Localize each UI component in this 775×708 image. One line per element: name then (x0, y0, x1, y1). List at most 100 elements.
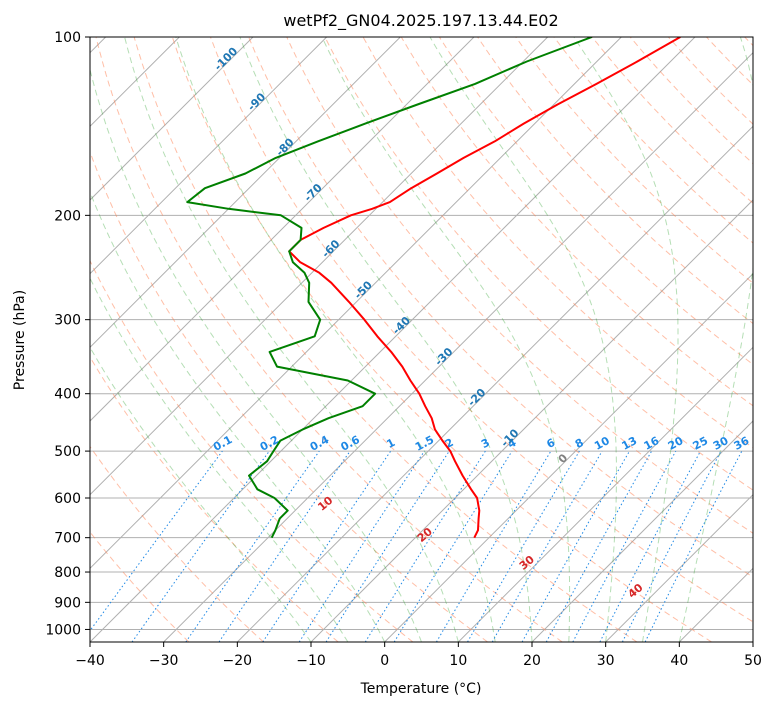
profile-series (186, 37, 681, 539)
dry-adiabat-line (553, 37, 753, 244)
mixing-ratio-label: 20 (666, 434, 686, 453)
chart-title: wetPf2_GN04.2025.197.13.44.E02 (283, 11, 558, 31)
mixing-ratio-line (572, 450, 677, 642)
moist-adiabat-line (321, 37, 571, 642)
mixing-ratio-label: 25 (691, 434, 711, 453)
isotherm-label: -50 (352, 278, 375, 301)
x-tick-label: 40 (670, 653, 688, 669)
moist-adiabat-line (429, 37, 617, 642)
dry-adiabat-line (95, 37, 563, 642)
mixing-ratio-label: 36 (732, 434, 752, 453)
mixing-ratio-label: 1 (384, 436, 397, 451)
mixing-ratio-line (298, 450, 425, 642)
y-tick-label: 800 (54, 565, 81, 581)
isotherm-label: -40 (390, 314, 413, 337)
y-tick-label: 700 (54, 531, 81, 547)
mixing-ratio-line (218, 450, 351, 642)
isotherm-label: -70 (302, 181, 325, 204)
moist-adiabat-line (678, 37, 753, 642)
dry-adiabat-line (90, 531, 190, 642)
dry-adiabat-line (133, 37, 638, 642)
x-tick-label: 30 (597, 653, 615, 669)
moist-adiabat-line (90, 67, 422, 642)
isotherm-line (531, 420, 753, 642)
background-lines (90, 37, 753, 642)
mixing-ratio-label: 13 (620, 434, 640, 453)
y-tick-label: 600 (54, 491, 81, 507)
dry-adiabat-line (324, 37, 753, 491)
moist-adiabat-line (175, 37, 496, 642)
isotherm-line (236, 125, 753, 642)
moist-adiabat-line (90, 346, 312, 642)
isotherm-line (752, 641, 753, 642)
x-tick-label: 10 (449, 653, 467, 669)
dry-adiabat-line (744, 37, 753, 47)
mixing-ratio-line (599, 450, 701, 642)
isotherm-label: -90 (245, 90, 268, 113)
isotherm-line (90, 37, 696, 642)
isotherm-line (605, 493, 753, 642)
moist-adiabat-line (124, 37, 459, 642)
dry-adiabat-line (706, 37, 753, 86)
mixing-ratio-line (393, 450, 513, 642)
dry-adiabat-line (362, 37, 753, 449)
y-tick-label: 400 (54, 387, 81, 403)
mixing-ratio-label: 10 (592, 434, 612, 453)
mixing-ratio-label: 3 (479, 436, 492, 451)
isotherm-line (384, 272, 753, 642)
y-tick-label: 1000 (45, 622, 81, 638)
isotherm-line (678, 567, 753, 642)
plot-frame (89, 36, 754, 643)
dry-adiabat-line (90, 445, 264, 642)
dry-adiabat-line (668, 37, 753, 125)
x-tick-label: 0 (380, 653, 389, 669)
x-tick-label: −10 (296, 653, 326, 669)
x-axis: −40 −30 −20 −10 0 10 20 30 40 50 (75, 642, 762, 669)
isotherm-line (90, 37, 328, 275)
mixing-ratio-line (262, 450, 392, 642)
y-axis-label: Pressure (hPa) (12, 290, 28, 390)
moist-adiabat-line (239, 37, 533, 642)
x-axis-label: Temperature (°C) (360, 681, 482, 697)
isotherm-line (457, 346, 753, 642)
isotherm-label: -100 (212, 44, 241, 73)
dry-adiabat-line (210, 37, 753, 623)
mixing-ratio-line (644, 450, 743, 642)
isotherm-label: -80 (273, 135, 296, 158)
moist-adiabat-line (90, 277, 349, 642)
dry-adiabat-line (438, 37, 753, 366)
mixing-ratio-line (325, 450, 450, 642)
mixing-ratio-line (521, 450, 630, 642)
y-axis: 100 200 300 400 500 600 700 800 900 1000 (45, 30, 90, 638)
y-tick-label: 100 (54, 30, 81, 46)
mixing-ratio-line (467, 450, 580, 642)
y-tick-label: 900 (54, 595, 81, 611)
temperature-line (288, 37, 681, 539)
dry-adiabat-line (515, 37, 753, 284)
isotherm-line (90, 37, 549, 496)
x-tick-label: −40 (75, 653, 105, 669)
isotherm-label: -10 (498, 426, 521, 449)
moist-adiabat-line (90, 190, 386, 642)
y-tick-label: 300 (54, 313, 81, 329)
y-tick-label: 500 (54, 444, 81, 460)
moist-adiabat-line (573, 37, 679, 642)
isotherm-line (90, 37, 475, 422)
mixing-ratio-line (185, 450, 320, 642)
x-tick-label: 50 (744, 653, 762, 669)
dry-adiabat-label: 40 (625, 581, 645, 601)
isotherm-line (90, 37, 622, 570)
dry-adiabat-line (629, 37, 753, 165)
mixing-ratio-line (364, 450, 486, 642)
isotherm-label: -60 (319, 237, 342, 260)
mixing-ratio-label: 16 (642, 434, 662, 453)
mixing-ratio-label: 30 (711, 434, 731, 453)
isotherm-label: -20 (465, 386, 488, 409)
line-labels: 0.1 0.2 0.4 0.6 1 1.5 2 3 4 6 8 10 13 16 20 25 30 36-100-… (211, 44, 752, 600)
mixing-ratio-line (435, 450, 552, 642)
dry-adiabat-line (90, 356, 339, 642)
y-tick-label: 200 (54, 208, 81, 224)
mixing-ratio-line (90, 450, 223, 632)
dry-adiabat-line (400, 37, 753, 407)
